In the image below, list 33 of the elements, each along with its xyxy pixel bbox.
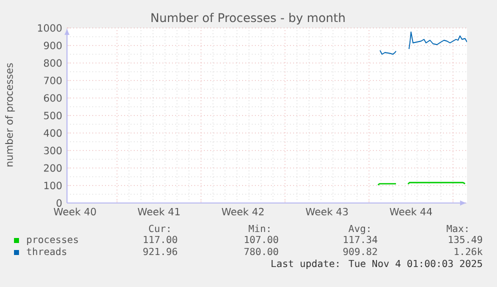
- text: Cur:: [149, 224, 170, 232]
- x-tick-label: Week 40: [54, 208, 96, 216]
- text: Avg:: [348, 224, 370, 234]
- y-tick-label: 900: [44, 42, 62, 50]
- text: 909.82: [343, 248, 377, 256]
- x-tick-label: Week 43: [306, 208, 348, 216]
- text: 117.34: [344, 236, 378, 244]
- text: 1.26k: [454, 248, 483, 256]
- text: 921.96: [143, 248, 178, 256]
- y-tick-label: 1000: [38, 24, 62, 32]
- text: 117.00: [144, 236, 178, 244]
- text: 780.00: [244, 248, 278, 256]
- x-tick-label: Week 41: [138, 208, 180, 216]
- text: Last update: Tue Nov 4 01:00:03 2025: [272, 260, 482, 270]
- y-tick-label: 800: [44, 59, 62, 67]
- legend-label: processes: [27, 238, 78, 246]
- y-tick-label: 400: [44, 129, 62, 137]
- legend-label: threads: [26, 248, 66, 256]
- x-tick-label: Week 42: [222, 208, 264, 216]
- text: 107.00: [244, 236, 278, 244]
- y-tick-label: 200: [44, 164, 62, 172]
- y-axis-title: number of processes: [5, 63, 15, 166]
- y-tick-label: 0: [56, 199, 62, 207]
- y-tick-label: 600: [44, 94, 62, 102]
- text: Min:: [248, 224, 270, 232]
- y-tick-label: 500: [44, 112, 62, 120]
- y-tick-label: 700: [44, 76, 62, 84]
- y-tick-label: 100: [44, 182, 62, 190]
- text: Max:: [446, 224, 468, 232]
- text: 135.49: [448, 236, 482, 244]
- x-tick-label: Week 44: [390, 208, 432, 216]
- chart-title: Number of Processes - by month: [152, 12, 345, 24]
- y-tick-label: 300: [44, 146, 62, 154]
